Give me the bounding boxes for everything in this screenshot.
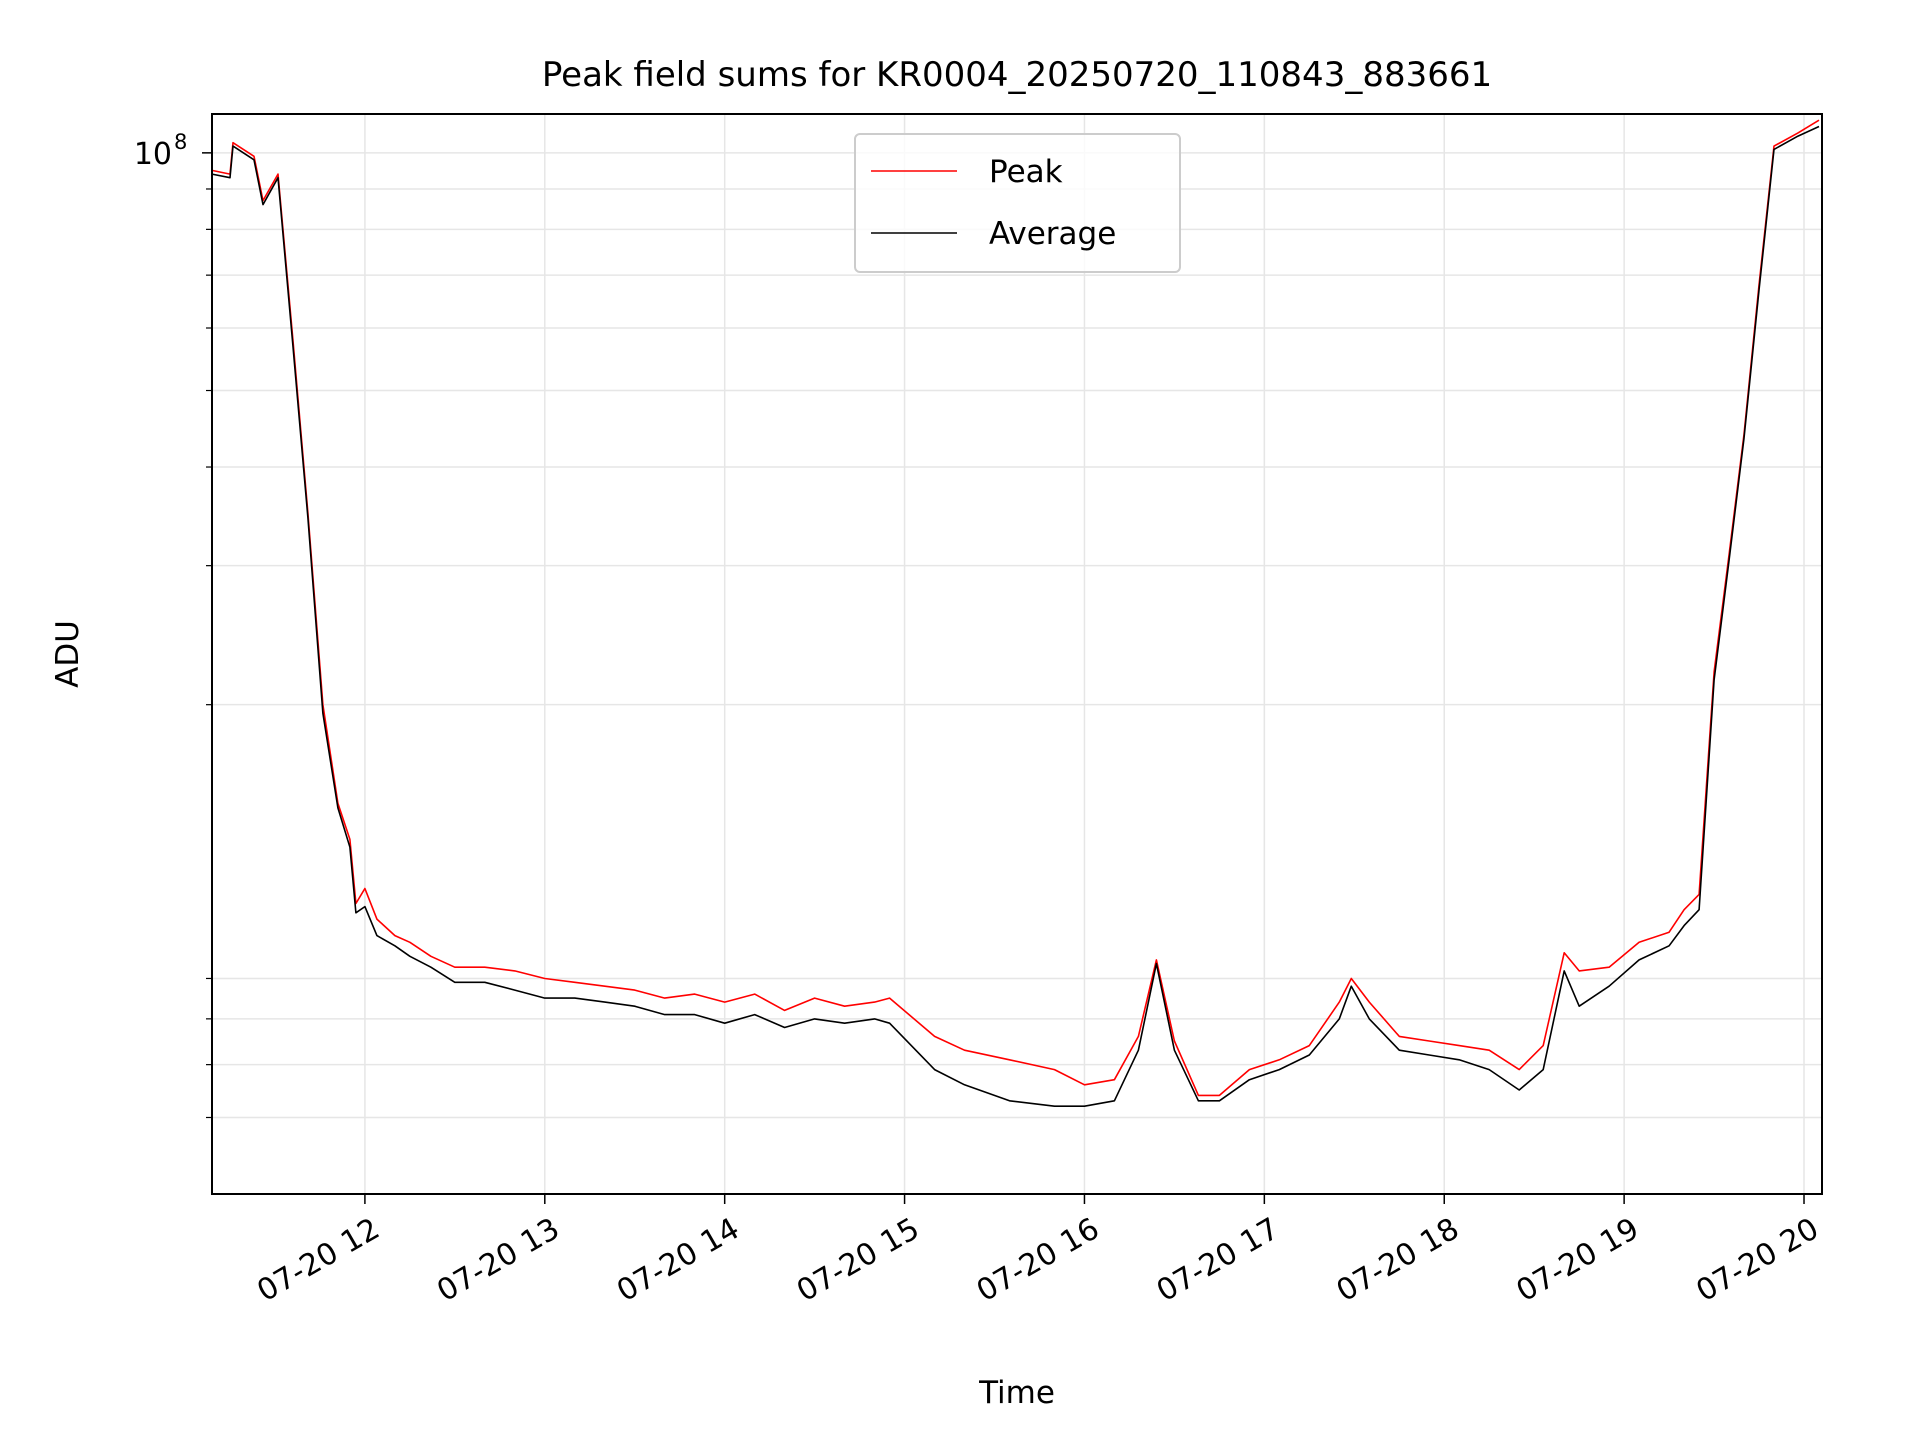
y-axis-label: ADU [50, 620, 86, 688]
chart-title: Peak field sums for KR0004_20250720_1108… [542, 55, 1492, 95]
x-axis-label: Time [978, 1375, 1055, 1411]
legend-label-average: Average [989, 216, 1116, 252]
series-layer [211, 119, 1820, 1107]
legend-label-peak: Peak [989, 154, 1063, 190]
plot-frame [211, 113, 1823, 1195]
y-tick-label-exponent: 8 [174, 130, 187, 154]
series-line-average [211, 125, 1820, 1107]
series-line-peak [211, 119, 1820, 1097]
legend-box [854, 133, 1181, 273]
y-tick-label: 10 [134, 137, 172, 172]
legend: Peak Average [854, 133, 1181, 273]
